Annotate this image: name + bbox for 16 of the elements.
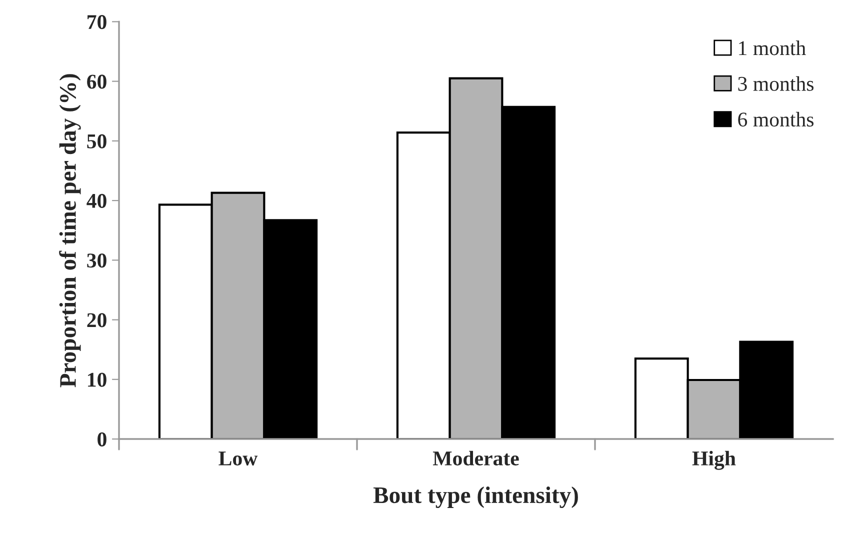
y-tick-label: 10 (88, 372, 106, 387)
x-tick-label: Low (218, 452, 258, 466)
legend-label: 6 months (738, 112, 814, 127)
legend-label: 1 month (739, 40, 806, 56)
y-tick-label: 70 (88, 15, 106, 30)
y-tick-label: 20 (87, 313, 106, 328)
y-tick-label: 50 (87, 134, 106, 148)
y-tick-label: 40 (86, 194, 106, 208)
legend-label: 3 months (738, 76, 814, 91)
y-tick-label: 0 (98, 432, 106, 446)
x-axis-title: Bout type (intensity) (373, 486, 578, 508)
y-axis-title: Proportion of time per day (%) (59, 74, 81, 388)
y-tick-label: 60 (87, 74, 106, 89)
y-tick-label: 30 (87, 254, 106, 268)
x-tick-label: Moderate (432, 450, 519, 466)
x-tick-label: High (692, 450, 736, 470)
